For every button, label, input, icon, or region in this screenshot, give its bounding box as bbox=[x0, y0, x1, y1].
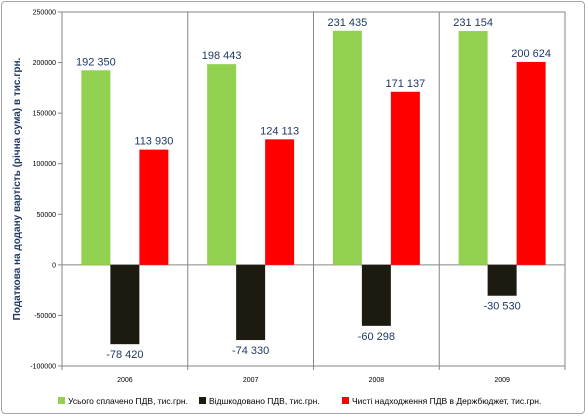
bar bbox=[332, 30, 362, 265]
bar bbox=[487, 264, 517, 296]
data-label: -60 298 bbox=[358, 331, 395, 343]
y-axis-label-group: Податкова на додану вартість (річна сума… bbox=[12, 57, 23, 320]
bar bbox=[110, 264, 140, 345]
data-label: 192 350 bbox=[76, 56, 116, 68]
y-tick-label: 50000 bbox=[37, 212, 57, 219]
legend-label: Усього сплачено ПДВ, тис.грн. bbox=[68, 396, 188, 406]
x-category-label: 2007 bbox=[243, 377, 259, 384]
data-label: 198 443 bbox=[202, 50, 242, 62]
legend: Усього сплачено ПДВ, тис.грн. Відшкодован… bbox=[58, 396, 541, 406]
x-category-label: 2008 bbox=[369, 377, 385, 384]
y-axis-label: Податкова на додану вартість (річна сума… bbox=[12, 57, 23, 320]
x-category-label: 2009 bbox=[494, 377, 510, 384]
legend-swatch bbox=[58, 397, 65, 404]
legend-swatch bbox=[342, 397, 349, 404]
x-category-label: 2006 bbox=[117, 377, 133, 384]
bar bbox=[361, 264, 391, 326]
bar bbox=[516, 61, 546, 265]
bar bbox=[458, 31, 488, 265]
y-tick-label: 150000 bbox=[33, 111, 56, 118]
y-tick-label: 250000 bbox=[33, 10, 56, 17]
legend-label: Чисті надходження ПДВ в Держбюджет, тис.… bbox=[352, 396, 541, 406]
y-tick-label: -50000 bbox=[34, 313, 56, 320]
bar bbox=[390, 91, 420, 265]
bar bbox=[207, 64, 237, 265]
plot-area: -100000 -50000 0 50000 100000 150000 200000 250… bbox=[30, 10, 566, 384]
bar bbox=[236, 264, 266, 341]
data-label: 200 624 bbox=[511, 48, 551, 60]
y-tick-label: -100000 bbox=[30, 364, 56, 371]
y-tick-label: 200000 bbox=[33, 60, 56, 67]
data-label: 231 154 bbox=[453, 17, 493, 29]
data-label: -30 530 bbox=[483, 301, 520, 313]
legend-label: Відшкодовано ПДВ, тис.грн. bbox=[209, 396, 320, 406]
y-tick-label: 0 bbox=[52, 262, 56, 269]
bar bbox=[265, 139, 295, 265]
y-tick-label: 100000 bbox=[33, 161, 56, 168]
data-label: 113 930 bbox=[134, 136, 173, 148]
data-label: -74 330 bbox=[232, 345, 269, 357]
legend-swatch bbox=[199, 397, 206, 404]
bar bbox=[139, 149, 169, 265]
bar bbox=[81, 70, 111, 265]
data-label: -78 420 bbox=[106, 349, 143, 361]
data-label: 124 113 bbox=[260, 125, 299, 137]
data-label: 231 435 bbox=[327, 17, 367, 29]
data-label: 171 137 bbox=[385, 78, 425, 90]
